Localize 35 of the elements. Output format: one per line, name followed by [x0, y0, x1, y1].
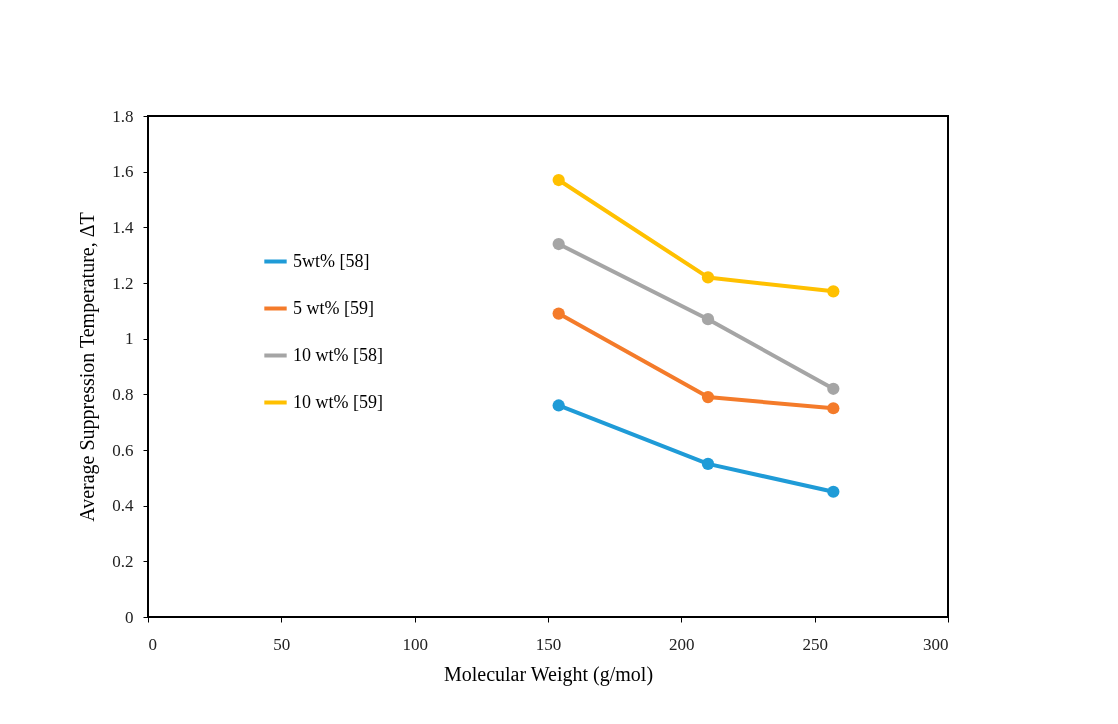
x-tick-label: 200 [669, 634, 695, 654]
point [701, 313, 715, 326]
x-tick-label: 100 [402, 634, 428, 654]
y-tick-label: 0.8 [112, 384, 134, 404]
point [827, 402, 840, 415]
point [827, 382, 840, 395]
y-tick-label: 1.4 [112, 217, 134, 237]
y-tick-label: 1.2 [112, 273, 134, 293]
y-tick-label: 0.4 [112, 496, 134, 516]
point [552, 237, 565, 251]
y-tick-label: 1 [125, 329, 134, 349]
legend-label: 10 wt% [59] [293, 391, 383, 412]
y-tick-label: 0 [125, 607, 134, 627]
x-tick-label: 150 [535, 634, 562, 654]
legend-label: 10 wt% [58] [293, 344, 383, 365]
point [701, 271, 715, 284]
y-tick-label: 1.6 [112, 162, 134, 182]
x-tick-label: 50 [273, 634, 291, 654]
point [701, 391, 715, 404]
point [701, 457, 715, 471]
legend-label: 5 wt% [59] [293, 297, 374, 318]
y-axis-title: Average Suppression Temperature, ΔT [76, 212, 100, 522]
point [552, 307, 565, 320]
x-tick-label: 0 [148, 634, 157, 654]
x-axis-title: Molecular Weight (g/mol) [443, 662, 654, 686]
point [827, 485, 840, 498]
point [827, 285, 840, 298]
y-tick-label: 1.8 [112, 106, 134, 126]
x-tick-label: 250 [802, 634, 828, 654]
x-tick-label: 300 [923, 634, 949, 654]
y-tick-label: 0.2 [112, 551, 134, 571]
legend-label: 5wt% [58] [293, 250, 370, 271]
point [552, 399, 565, 412]
y-tick-label: 0.6 [112, 440, 134, 460]
point [552, 173, 565, 187]
